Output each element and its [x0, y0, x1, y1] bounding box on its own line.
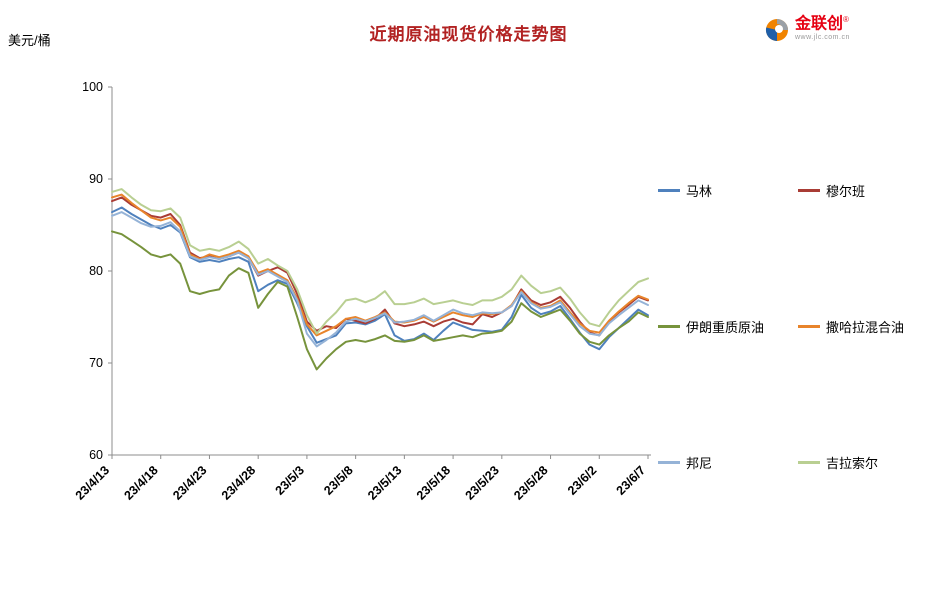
legend-swatch: [798, 188, 820, 192]
logo: 金联创® www.jlc.com.cn: [763, 16, 850, 44]
legend-label: 吉拉索尔: [826, 455, 879, 471]
series-line-5: [111, 188, 649, 335]
logo-name: 金联创: [795, 15, 844, 33]
legend-item[interactable]: 伊朗重质原油: [658, 316, 798, 336]
legend-swatch: [658, 460, 680, 464]
x-tick-label: 23/4/28: [219, 463, 258, 502]
y-tick-label: 100: [82, 80, 103, 94]
legend-swatch: [658, 324, 680, 328]
y-tick-label: 60: [89, 448, 103, 462]
x-tick-label: 23/6/2: [565, 463, 600, 498]
series-line-4: [111, 211, 649, 348]
series-line-0: [111, 206, 649, 351]
x-tick-label: 23/6/7: [614, 463, 649, 498]
y-axis-unit-label: 美元/桶: [8, 33, 51, 48]
series-line-2: [111, 230, 649, 371]
chart-title: 近期原油现货价格走势图: [369, 25, 568, 44]
legend-item[interactable]: 马林: [658, 180, 798, 200]
legend-item[interactable]: 邦尼: [658, 452, 798, 472]
legend-swatch: [658, 188, 680, 192]
logo-subtext: www.jlc.com.cn: [795, 34, 850, 42]
legend-item[interactable]: 撒哈拉混合油: [798, 316, 904, 336]
legend-item[interactable]: 穆尔班: [798, 180, 904, 200]
legend-item[interactable]: 吉拉索尔: [798, 452, 904, 472]
registered-mark: ®: [843, 15, 849, 24]
logo-icon: [765, 19, 788, 42]
legend-label: 邦尼: [686, 455, 713, 471]
x-tick-label: 23/5/3: [273, 463, 308, 498]
x-tick-label: 23/5/8: [321, 463, 356, 498]
y-tick-label: 90: [89, 172, 103, 186]
legend-label: 穆尔班: [826, 183, 866, 199]
y-tick-label: 70: [89, 356, 103, 370]
legend-label: 撒哈拉混合油: [826, 319, 905, 335]
x-tick-label: 23/5/18: [414, 463, 453, 502]
legend-swatch: [798, 324, 820, 328]
x-tick-label: 23/5/28: [511, 463, 550, 502]
legend-swatch: [798, 460, 820, 464]
legend: 马林 穆尔班 伊朗重质原油 撒哈拉混合油 邦尼 吉拉索尔: [658, 180, 904, 472]
x-tick-label: 23/4/23: [170, 463, 209, 502]
x-tick-label: 23/5/23: [463, 463, 502, 502]
legend-label: 伊朗重质原油: [686, 319, 765, 335]
y-tick-label: 80: [89, 264, 103, 278]
x-tick-label: 23/4/18: [121, 463, 160, 502]
x-tick-label: 23/4/13: [73, 463, 112, 502]
x-tick-label: 23/5/13: [365, 463, 404, 502]
legend-label: 马林: [686, 183, 713, 199]
